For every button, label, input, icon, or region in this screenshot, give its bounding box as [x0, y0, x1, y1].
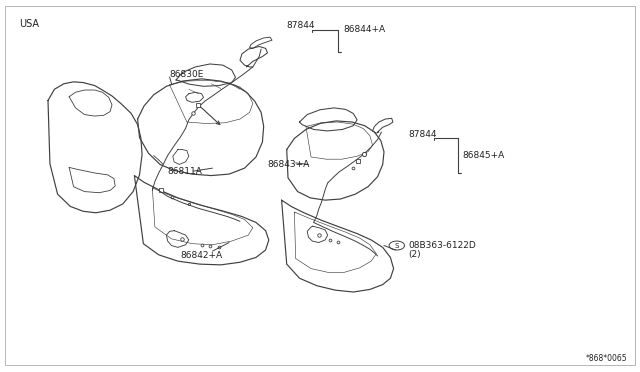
Text: 08B363-6122D: 08B363-6122D [408, 241, 476, 250]
Text: 86811A: 86811A [168, 167, 202, 176]
Text: 86845+A: 86845+A [462, 151, 504, 160]
Text: S: S [395, 243, 399, 248]
Text: *868*0065: *868*0065 [586, 354, 627, 363]
Text: (2): (2) [408, 250, 421, 259]
Text: 86843+A: 86843+A [268, 160, 310, 169]
Text: 86844+A: 86844+A [343, 25, 385, 34]
Text: USA: USA [19, 19, 39, 29]
Text: 87844: 87844 [287, 21, 316, 30]
Text: 87844: 87844 [408, 130, 437, 139]
Text: 86842+A: 86842+A [180, 251, 223, 260]
Text: 86830E: 86830E [170, 70, 204, 79]
